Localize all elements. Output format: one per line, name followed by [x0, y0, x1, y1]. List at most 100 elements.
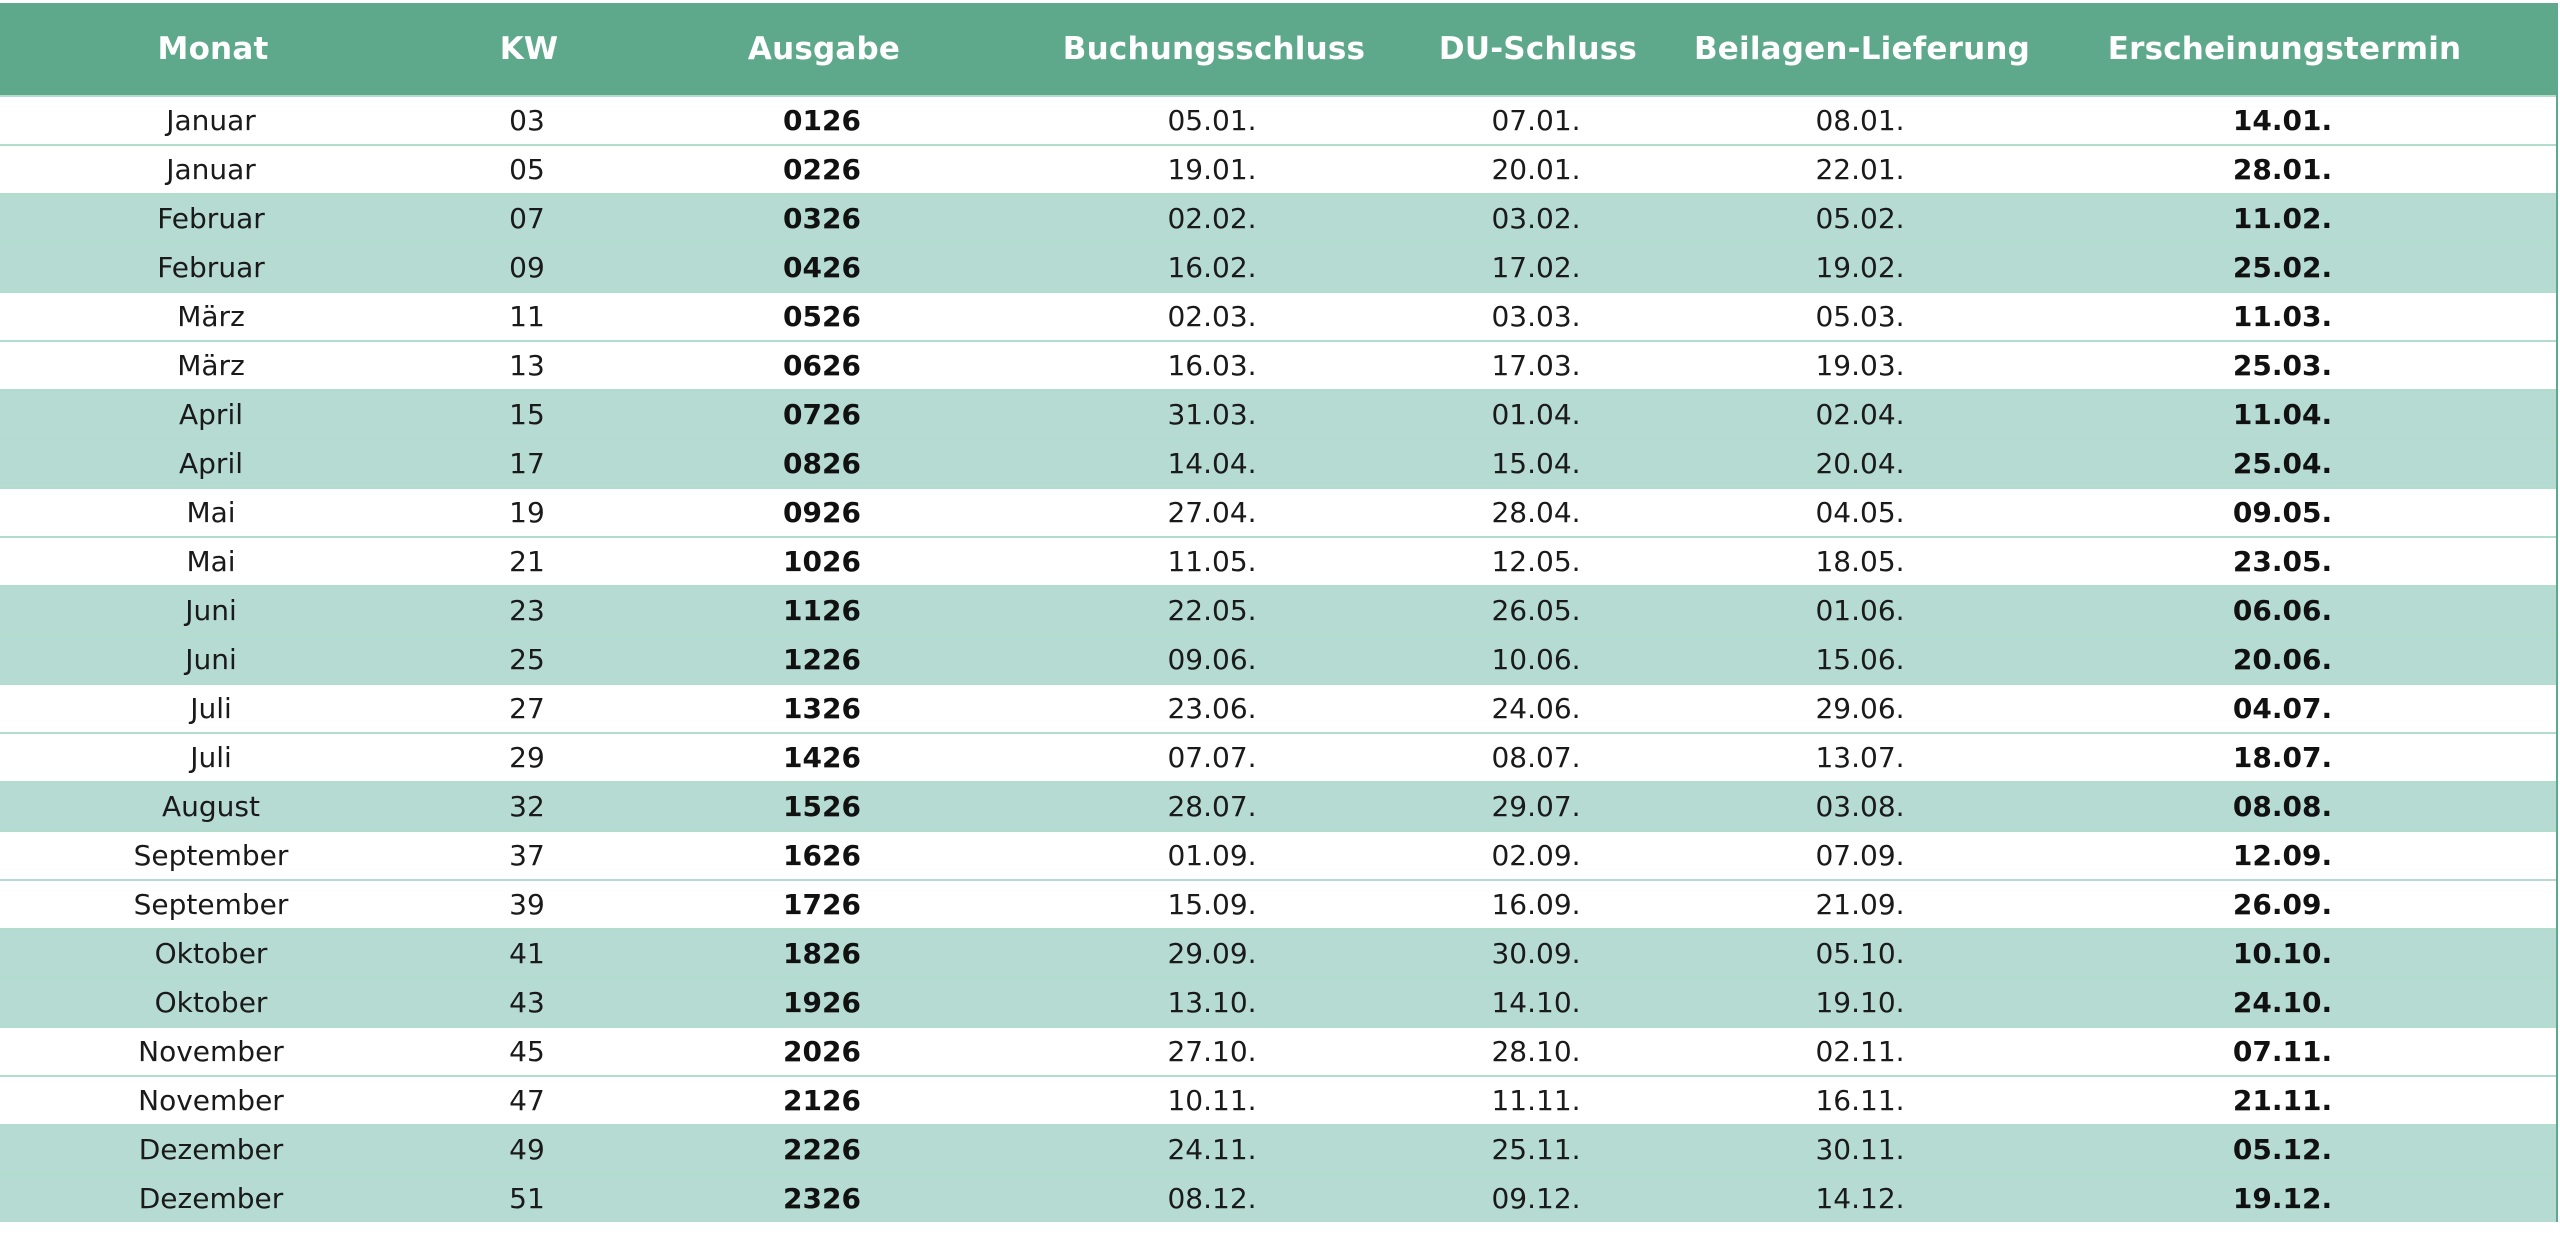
cell-du-schluss: 29.07.	[1491, 790, 1581, 823]
cell-erscheinungstermin: 25.03.	[2232, 349, 2333, 382]
cell-du-schluss: 12.05.	[1491, 545, 1581, 578]
cell-monat: Mai	[186, 496, 236, 529]
row-spacer	[2505, 587, 2556, 634]
row-spacer	[2505, 97, 2556, 144]
table-row: August 32 1526 28.07. 29.07. 03.08. 08.08.	[0, 781, 2556, 830]
table-body: Januar 03 0126 05.01. 07.01. 08.01. 14.01. Janu…	[0, 95, 2556, 1222]
cell-ausgabe: 0926	[783, 496, 861, 529]
table-row: Juni 25 1226 09.06. 10.06. 15.06. 20.06.	[0, 634, 2556, 683]
cell-buchungsschluss: 22.05.	[1167, 594, 1257, 627]
table-row: September 37 1626 01.09. 02.09. 07.09. 12.09.	[0, 830, 2556, 879]
cell-beilagen-lieferung: 05.03.	[1815, 300, 1905, 333]
cell-kw: 09	[509, 251, 545, 284]
cell-beilagen-lieferung: 22.01.	[1815, 153, 1905, 186]
row-spacer	[2505, 342, 2556, 389]
cell-buchungsschluss: 02.02.	[1167, 202, 1257, 235]
cell-monat: Dezember	[138, 1133, 284, 1166]
cell-buchungsschluss: 14.04.	[1167, 447, 1257, 480]
cell-ausgabe: 1026	[783, 545, 861, 578]
cell-erscheinungstermin: 21.11.	[2232, 1084, 2333, 1117]
header-du-schluss: DU-Schluss	[1438, 31, 1638, 67]
cell-ausgabe: 1626	[783, 839, 861, 872]
cell-kw: 17	[509, 447, 545, 480]
cell-ausgabe: 2226	[783, 1133, 861, 1166]
cell-kw: 43	[509, 986, 545, 1019]
cell-ausgabe: 1426	[783, 741, 861, 774]
table-row: Dezember 51 2326 08.12. 09.12. 14.12. 19.12.	[0, 1173, 2556, 1222]
cell-kw: 11	[509, 300, 545, 333]
cell-erscheinungstermin: 23.05.	[2232, 545, 2333, 578]
cell-buchungsschluss: 29.09.	[1167, 937, 1257, 970]
cell-erscheinungstermin: 09.05.	[2232, 496, 2333, 529]
table-row: Januar 03 0126 05.01. 07.01. 08.01. 14.01.	[0, 95, 2556, 144]
cell-beilagen-lieferung: 02.11.	[1815, 1035, 1905, 1068]
cell-du-schluss: 30.09.	[1491, 937, 1581, 970]
header-beilagen-lieferung: Beilagen-Lieferung	[1693, 31, 2031, 67]
cell-du-schluss: 14.10.	[1491, 986, 1581, 1019]
cell-erscheinungstermin: 14.01.	[2232, 104, 2333, 137]
cell-erscheinungstermin: 08.08.	[2232, 790, 2333, 823]
table-header: Monat KW Ausgabe Buchungsschluss DU-Schl…	[0, 3, 2556, 95]
row-spacer	[2505, 146, 2556, 193]
table-row: Juli 27 1326 23.06. 24.06. 29.06. 04.07.	[0, 683, 2556, 732]
table-row: Mai 19 0926 27.04. 28.04. 04.05. 09.05.	[0, 487, 2556, 536]
cell-monat: April	[179, 447, 243, 480]
cell-du-schluss: 20.01.	[1491, 153, 1581, 186]
cell-du-schluss: 07.01.	[1491, 104, 1581, 137]
cell-buchungsschluss: 31.03.	[1167, 398, 1257, 431]
cell-du-schluss: 03.02.	[1491, 202, 1581, 235]
cell-du-schluss: 28.10.	[1491, 1035, 1581, 1068]
cell-kw: 19	[509, 496, 545, 529]
cell-beilagen-lieferung: 21.09.	[1815, 888, 1905, 921]
row-spacer	[2505, 783, 2556, 830]
cell-du-schluss: 01.04.	[1491, 398, 1581, 431]
cell-beilagen-lieferung: 03.08.	[1815, 790, 1905, 823]
row-spacer	[2505, 881, 2556, 928]
row-spacer	[2505, 1028, 2556, 1075]
table-row: Oktober 41 1826 29.09. 30.09. 05.10. 10.10.	[0, 928, 2556, 977]
cell-beilagen-lieferung: 14.12.	[1815, 1182, 1905, 1215]
cell-buchungsschluss: 23.06.	[1167, 692, 1257, 725]
cell-ausgabe: 1226	[783, 643, 861, 676]
cell-erscheinungstermin: 12.09.	[2232, 839, 2333, 872]
table-row: Januar 05 0226 19.01. 20.01. 22.01. 28.01.	[0, 144, 2556, 193]
header-spacer	[2507, 3, 2556, 95]
cell-du-schluss: 08.07.	[1491, 741, 1581, 774]
cell-ausgabe: 1926	[783, 986, 861, 1019]
table-row: März 11 0526 02.03. 03.03. 05.03. 11.03.	[0, 291, 2556, 340]
row-spacer	[2505, 1077, 2556, 1124]
table-row: März 13 0626 16.03. 17.03. 19.03. 25.03.	[0, 340, 2556, 389]
cell-beilagen-lieferung: 01.06.	[1815, 594, 1905, 627]
header-erscheinungstermin: Erscheinungstermin	[2107, 31, 2462, 67]
cell-erscheinungstermin: 18.07.	[2232, 741, 2333, 774]
cell-kw: 13	[509, 349, 545, 382]
cell-du-schluss: 28.04.	[1491, 496, 1581, 529]
row-spacer	[2505, 832, 2556, 879]
cell-monat: September	[133, 839, 289, 872]
cell-monat: Dezember	[138, 1182, 284, 1215]
row-spacer	[2505, 1175, 2556, 1222]
row-spacer	[2505, 734, 2556, 781]
table-row: Oktober 43 1926 13.10. 14.10. 19.10. 24.10.	[0, 977, 2556, 1026]
cell-ausgabe: 0126	[783, 104, 861, 137]
cell-buchungsschluss: 28.07.	[1167, 790, 1257, 823]
table-row: April 15 0726 31.03. 01.04. 02.04. 11.04.	[0, 389, 2556, 438]
cell-buchungsschluss: 10.11.	[1167, 1084, 1257, 1117]
schedule-table: Monat KW Ausgabe Buchungsschluss DU-Schl…	[0, 3, 2558, 1222]
cell-kw: 25	[509, 643, 545, 676]
header-kw: KW	[499, 31, 559, 67]
cell-monat: Oktober	[154, 986, 268, 1019]
cell-beilagen-lieferung: 18.05.	[1815, 545, 1905, 578]
cell-kw: 27	[509, 692, 545, 725]
table-row: September 39 1726 15.09. 16.09. 21.09. 26.09.	[0, 879, 2556, 928]
cell-kw: 32	[509, 790, 545, 823]
row-spacer	[2505, 440, 2556, 487]
cell-ausgabe: 1726	[783, 888, 861, 921]
cell-buchungsschluss: 01.09.	[1167, 839, 1257, 872]
cell-beilagen-lieferung: 30.11.	[1815, 1133, 1905, 1166]
cell-buchungsschluss: 19.01.	[1167, 153, 1257, 186]
cell-buchungsschluss: 16.03.	[1167, 349, 1257, 382]
cell-erscheinungstermin: 19.12.	[2232, 1182, 2333, 1215]
cell-du-schluss: 25.11.	[1491, 1133, 1581, 1166]
table-row: November 45 2026 27.10. 28.10. 02.11. 07.11.	[0, 1026, 2556, 1075]
